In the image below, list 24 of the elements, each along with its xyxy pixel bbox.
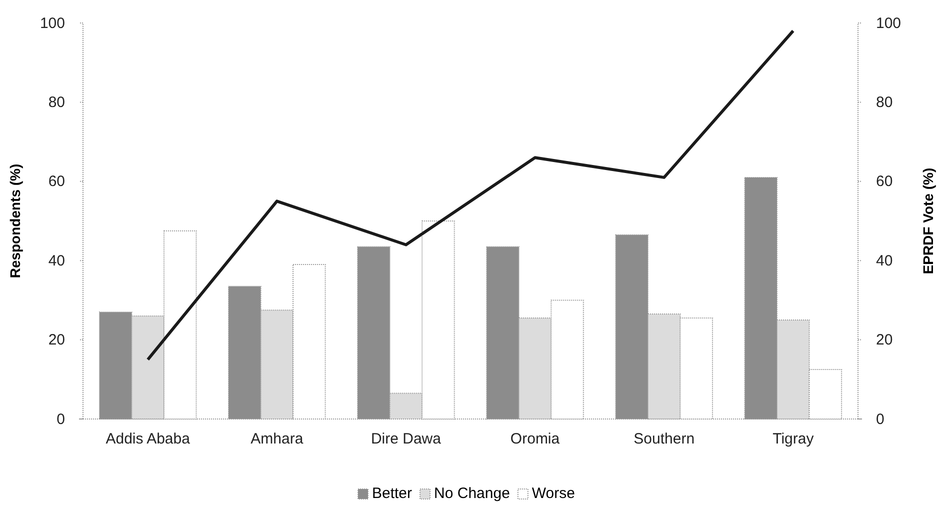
x-tick-label: Amhara bbox=[250, 430, 304, 448]
y2-tick-label: 80 bbox=[876, 94, 893, 111]
y2-tick-label: 60 bbox=[876, 173, 893, 190]
y2-tick-label: 0 bbox=[876, 410, 884, 428]
y-tick-label: 20 bbox=[48, 332, 65, 349]
y-axis-title: Respondents (%) bbox=[7, 164, 23, 278]
y-tick-label: 80 bbox=[48, 94, 65, 111]
legend-label: No Change bbox=[434, 485, 510, 502]
y2-tick-label: 40 bbox=[876, 252, 893, 270]
y-tick-label: 100 bbox=[40, 14, 65, 32]
y2-tick-label: 20 bbox=[876, 332, 893, 349]
y-tick-label: 0 bbox=[56, 410, 65, 428]
legend-label: Worse bbox=[532, 485, 575, 502]
y2-tick-label: 100 bbox=[876, 14, 902, 32]
x-tick-label: Southern bbox=[634, 430, 695, 448]
y-tick-label: 60 bbox=[48, 173, 65, 190]
line-series bbox=[146, 29, 795, 362]
x-tick-label: Dire Dawa bbox=[370, 430, 442, 448]
x-tick-label: Addis Ababa bbox=[106, 430, 191, 448]
legend-label: Better bbox=[372, 485, 412, 502]
x-tick-label: Tigray bbox=[772, 430, 814, 448]
y-tick-label: 40 bbox=[48, 252, 65, 270]
x-tick-label: Oromia bbox=[510, 430, 560, 448]
y2-axis-title: EPRDF Vote (%) bbox=[920, 168, 936, 274]
